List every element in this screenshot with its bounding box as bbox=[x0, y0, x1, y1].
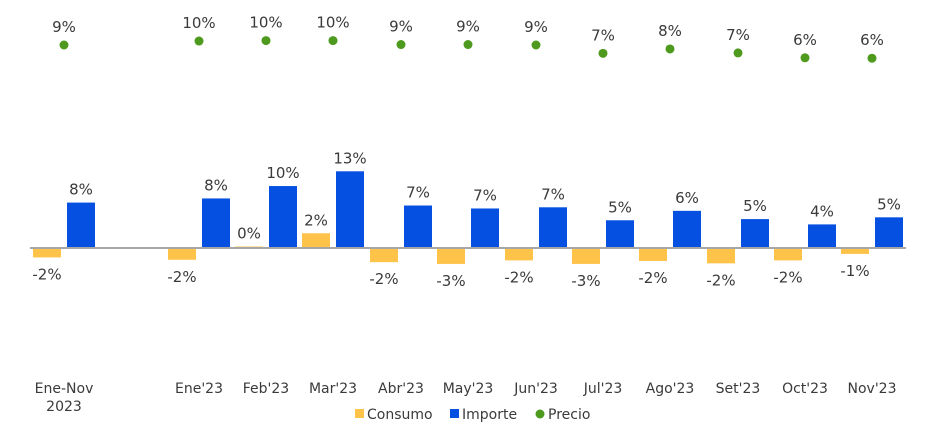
x-tick-label: Mar'23 bbox=[309, 381, 357, 397]
importe-bar bbox=[336, 171, 364, 248]
consumo-bar bbox=[168, 248, 196, 260]
importe-data-label: 7% bbox=[473, 186, 497, 204]
precio-point bbox=[59, 40, 69, 50]
consumo-bar bbox=[33, 248, 61, 258]
consumo-bar bbox=[370, 248, 398, 263]
importe-bar bbox=[673, 210, 701, 248]
x-tick-label: Jul'23 bbox=[583, 381, 623, 397]
importe-bar bbox=[202, 198, 230, 248]
legend-consumo-label: Consumo bbox=[367, 407, 433, 423]
importe-data-label: 5% bbox=[877, 195, 901, 213]
precio-point bbox=[665, 44, 675, 54]
consumo-data-label: 0% bbox=[237, 225, 261, 243]
consumo-data-label: -2% bbox=[167, 268, 196, 286]
consumo-data-label: -3% bbox=[436, 272, 465, 290]
importe-bar bbox=[471, 208, 499, 248]
precio-data-label: 7% bbox=[591, 26, 615, 44]
precio-point bbox=[328, 36, 338, 46]
importe-data-label: 8% bbox=[69, 181, 93, 199]
importe-data-label: 5% bbox=[743, 197, 767, 215]
precio-data-label: 9% bbox=[456, 18, 480, 36]
consumo-bar bbox=[841, 248, 869, 254]
consumo-bar bbox=[302, 233, 330, 248]
precio-point bbox=[531, 40, 541, 50]
importe-bar bbox=[875, 217, 903, 248]
consumo-data-label: 2% bbox=[304, 211, 328, 229]
precio-data-label: 7% bbox=[726, 26, 750, 44]
legend-precio-marker bbox=[535, 409, 545, 419]
precio-point bbox=[463, 40, 473, 50]
precio-point bbox=[261, 36, 271, 46]
x-tick-label: May'23 bbox=[443, 381, 494, 397]
legend-consumo-marker bbox=[355, 409, 364, 418]
x-tick-label: Oct'23 bbox=[782, 381, 828, 397]
precio-point bbox=[867, 53, 877, 63]
consumo-data-label: -2% bbox=[369, 270, 398, 288]
importe-data-label: 6% bbox=[675, 189, 699, 207]
precio-data-label: 9% bbox=[52, 18, 76, 36]
x-tick-label: Jun'23 bbox=[513, 381, 558, 397]
consumo-bar bbox=[572, 248, 600, 264]
consumo-data-label: -2% bbox=[638, 269, 667, 287]
importe-bar bbox=[67, 202, 95, 248]
precio-point bbox=[194, 36, 204, 46]
consumo-bar bbox=[707, 248, 735, 264]
x-tick-label: Set'23 bbox=[716, 381, 761, 397]
importe-data-label: 4% bbox=[810, 202, 834, 220]
consumo-data-label: -2% bbox=[706, 271, 735, 289]
consumo-bar bbox=[437, 248, 465, 264]
x-tick-label: Feb'23 bbox=[243, 381, 289, 397]
importe-bar bbox=[404, 205, 432, 248]
importe-data-label: 10% bbox=[266, 164, 299, 182]
precio-data-label: 9% bbox=[524, 18, 548, 36]
precio-data-label: 10% bbox=[316, 14, 349, 32]
consumo-data-label: -3% bbox=[571, 272, 600, 290]
importe-data-label: 7% bbox=[406, 184, 430, 202]
consumo-data-label: -2% bbox=[504, 268, 533, 286]
precio-data-label: 9% bbox=[389, 18, 413, 36]
consumo-bar bbox=[505, 248, 533, 261]
x-tick-label: Ene'23 bbox=[175, 381, 223, 397]
precio-data-label: 10% bbox=[249, 14, 282, 32]
precio-point bbox=[396, 40, 406, 50]
consumo-bar bbox=[639, 248, 667, 261]
legend-precio-label: Precio bbox=[548, 407, 590, 423]
importe-data-label: 7% bbox=[541, 185, 565, 203]
legend-importe-marker bbox=[450, 409, 459, 418]
precio-point bbox=[733, 48, 743, 58]
importe-data-label: 13% bbox=[333, 149, 366, 167]
importe-bar bbox=[808, 224, 836, 248]
importe-bar bbox=[269, 186, 297, 248]
x-tick-label: Ago'23 bbox=[646, 381, 695, 397]
importe-data-label: 5% bbox=[608, 198, 632, 216]
precio-data-label: 6% bbox=[860, 31, 884, 49]
importe-bar bbox=[606, 220, 634, 248]
importe-bar bbox=[539, 207, 567, 248]
consumo-data-label: -2% bbox=[773, 268, 802, 286]
importe-data-label: 8% bbox=[204, 176, 228, 194]
precio-point bbox=[800, 53, 810, 63]
consumo-data-label: -2% bbox=[32, 265, 61, 283]
precio-point bbox=[598, 48, 608, 58]
importe-bar bbox=[741, 219, 769, 248]
precio-data-label: 10% bbox=[182, 14, 215, 32]
consumo-bar bbox=[774, 248, 802, 261]
legend-importe-label: Importe bbox=[462, 407, 517, 423]
x-tick-label: Ene-Nov 2023 bbox=[35, 381, 94, 415]
precio-data-label: 8% bbox=[658, 22, 682, 40]
precio-data-label: 6% bbox=[793, 31, 817, 49]
x-tick-label: Nov'23 bbox=[848, 381, 897, 397]
consumo-data-label: -1% bbox=[840, 262, 869, 280]
x-tick-label: Abr'23 bbox=[378, 381, 424, 397]
